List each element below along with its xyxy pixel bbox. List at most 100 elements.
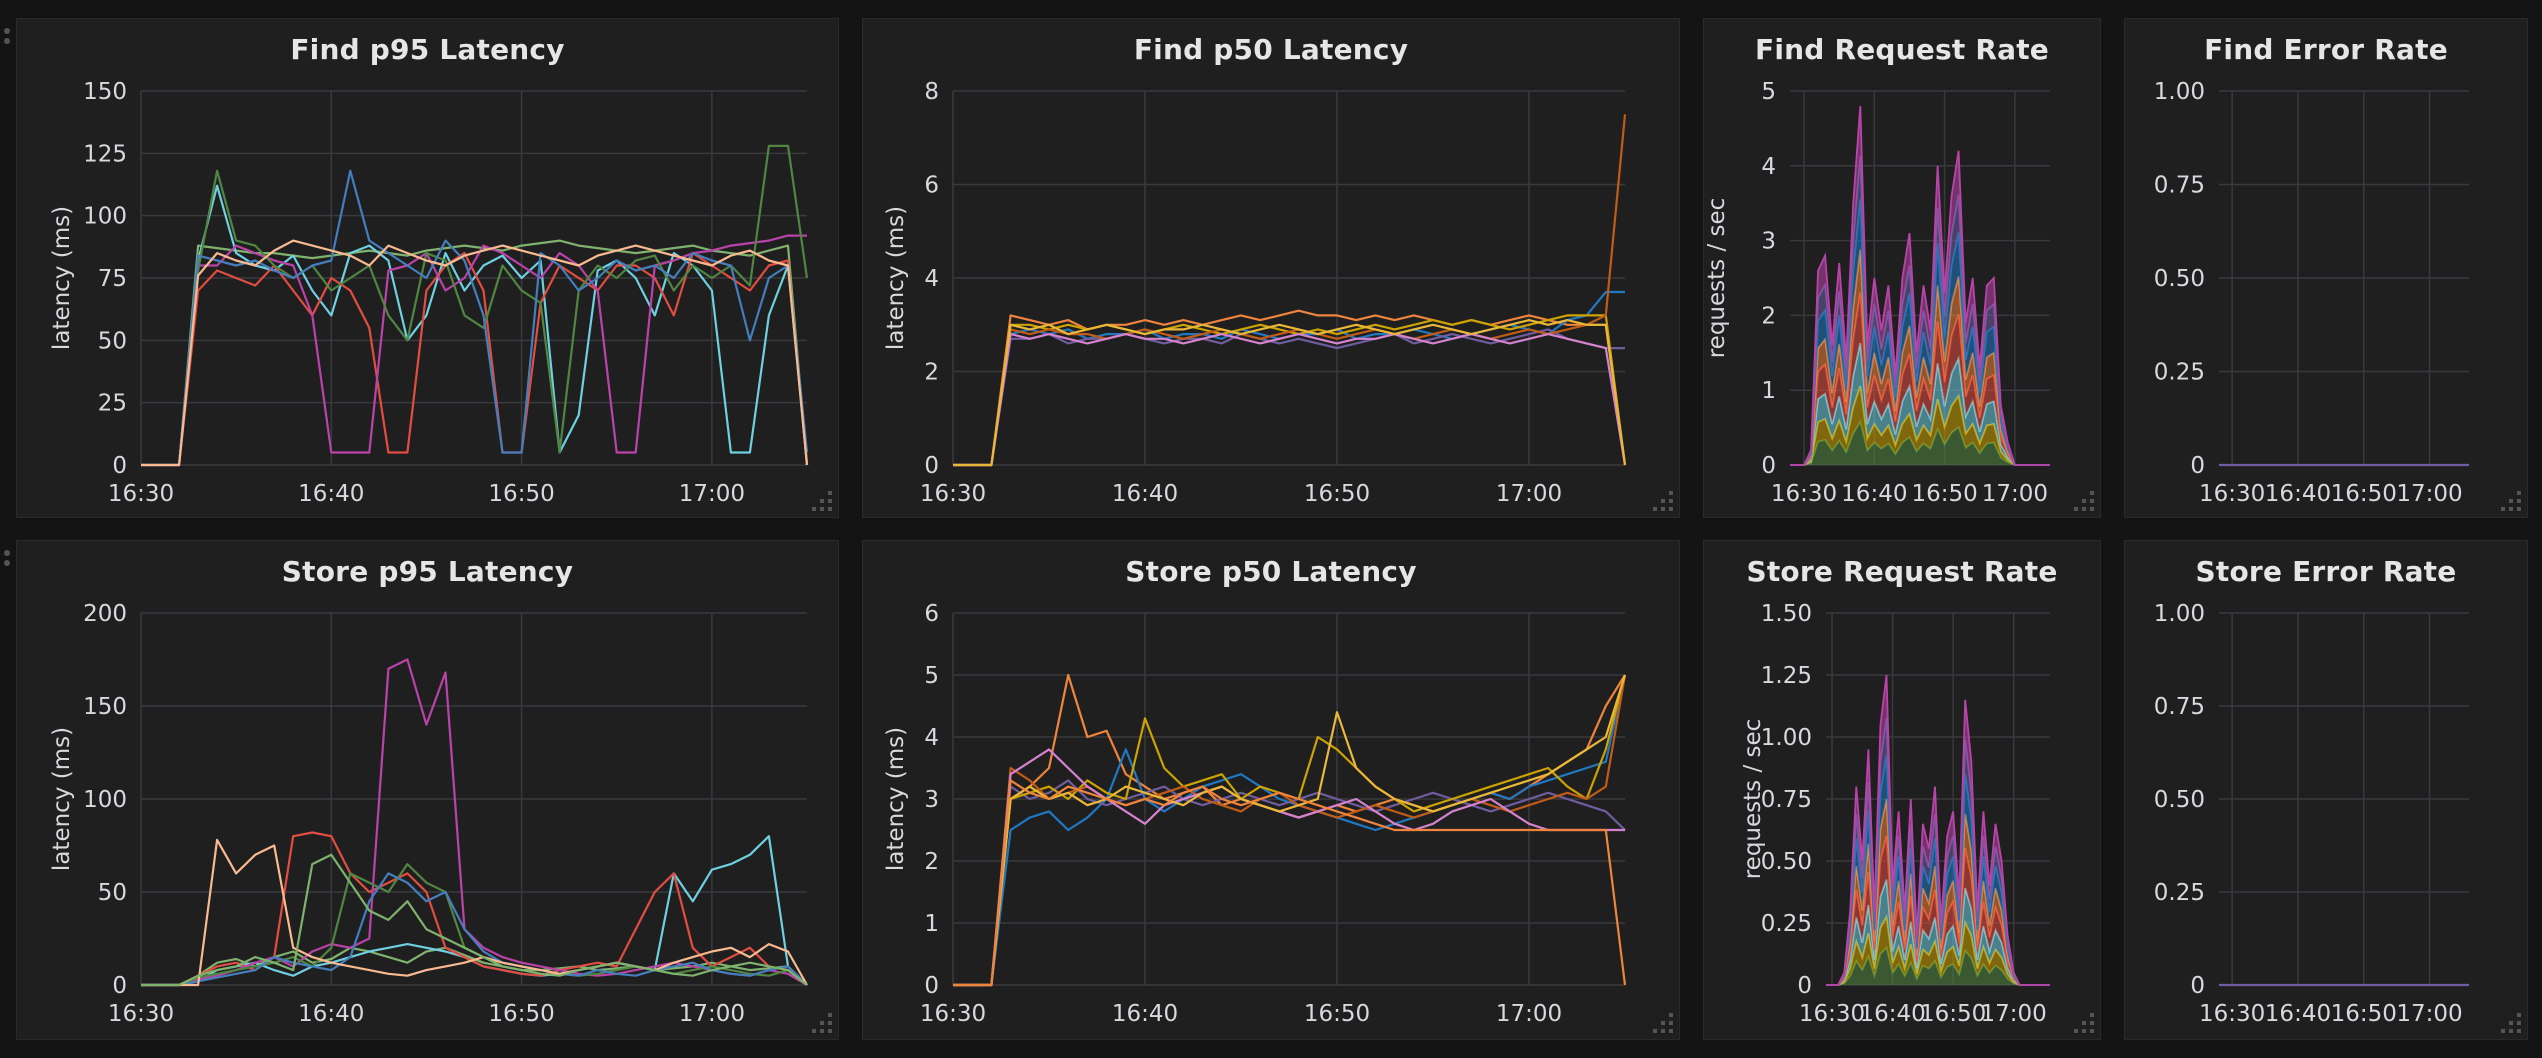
area-layer-1[interactable] — [1826, 947, 2050, 985]
area-layer-7[interactable] — [1790, 156, 2050, 465]
x-tick-label: 16:30 — [108, 481, 174, 507]
x-tick-label: 17:00 — [2396, 481, 2462, 507]
x-tick-label: 16:40 — [1112, 481, 1178, 507]
y-tick-label: 200 — [83, 601, 127, 627]
y-tick-label: 75 — [98, 266, 127, 292]
area-layer-line-8 — [1790, 105, 2050, 466]
panel-title[interactable]: Find p50 Latency — [1133, 33, 1409, 66]
chart-svg: 0 50 100 150 200 16:30 16:40 16:50 17:00 latency … — [49, 601, 832, 1033]
x-tick-label: 16:30 — [2199, 481, 2265, 507]
series-line-3[interactable] — [141, 831, 808, 987]
series-line-8[interactable] — [953, 779, 1627, 987]
series-line-5[interactable] — [953, 114, 1627, 467]
panel-store-rate[interactable]: Store Request Rate 0 0.25 0.50 0.75 1.00 1.25 1… — [1703, 540, 2101, 1040]
area-layer-6[interactable] — [1826, 755, 2050, 985]
area-layer-4[interactable] — [1790, 292, 2050, 465]
resize-handle[interactable] — [812, 491, 832, 511]
area-layer-line-4 — [1790, 292, 2050, 466]
area-layer-4[interactable] — [1826, 836, 2050, 985]
x-tick-label: 16:50 — [488, 481, 554, 507]
y-tick-label: 4 — [924, 266, 939, 292]
panel-title[interactable]: Find Request Rate — [1755, 33, 2049, 66]
y-tick-label: 150 — [83, 694, 127, 720]
chart-svg: 0 1 2 3 4 5 16:30 16:40 16:50 17:00 requests / sec — [1704, 79, 2094, 511]
resize-handle[interactable] — [1653, 1013, 1673, 1033]
y-tick-label: 0 — [2190, 453, 2205, 479]
panel-title[interactable]: Store p95 Latency — [281, 555, 574, 588]
panel-title[interactable]: Find Error Rate — [2204, 33, 2448, 66]
series-line-7[interactable] — [141, 838, 808, 987]
area-layer-5[interactable] — [1826, 799, 2050, 985]
series-line-6[interactable] — [953, 333, 1627, 467]
series-line-4[interactable] — [953, 314, 1627, 467]
resize-handle[interactable] — [2074, 491, 2094, 511]
y-tick-label: 0.50 — [1761, 849, 1812, 875]
y-tick-label: 0.50 — [2154, 787, 2205, 813]
y-axis-label: requests / sec — [1740, 719, 1766, 880]
chart-svg: 0 0.25 0.50 0.75 1.00 16:30 16:40 16:50 17:00 — [2154, 79, 2521, 511]
y-axis-label: latency (ms) — [49, 727, 75, 871]
area-layer-3[interactable] — [1826, 879, 2050, 985]
plot-area — [1790, 105, 2050, 466]
series-line-5[interactable] — [141, 144, 809, 467]
y-axis-label: requests / sec — [1704, 198, 1730, 359]
panel-find-p50[interactable]: Find p50 Latency 0 2 4 6 8 16:30 16:40 16:50 17:0… — [862, 18, 1680, 518]
resize-handle[interactable] — [2501, 1013, 2521, 1033]
series-line-4[interactable] — [141, 658, 808, 987]
x-tick-label: 17:00 — [679, 481, 745, 507]
panel-store-error[interactable]: Store Error Rate 0 0.25 0.50 0.75 1.00 16:30 16… — [2124, 540, 2528, 1040]
panel-title[interactable]: Store Error Rate — [2195, 555, 2457, 588]
y-tick-label: 100 — [83, 787, 127, 813]
series-line-6[interactable] — [141, 169, 809, 467]
x-tick-label: 17:00 — [679, 1001, 745, 1027]
series-line-8[interactable] — [141, 853, 808, 987]
series-line-2[interactable] — [953, 290, 1625, 467]
panel-find-error[interactable]: Find Error Rate 0 0.25 0.50 0.75 1.00 16:30 16:… — [2124, 18, 2528, 518]
series-line-6[interactable] — [141, 872, 808, 987]
y-tick-label: 6 — [924, 601, 939, 627]
y-tick-label: 0 — [2190, 973, 2205, 999]
row-handle-bottom[interactable] — [2, 548, 12, 576]
panel-title[interactable]: Find p95 Latency — [290, 33, 565, 66]
series-line-2[interactable] — [141, 184, 809, 467]
area-layer-5[interactable] — [1790, 249, 2050, 465]
series-line-7[interactable] — [141, 239, 809, 467]
area-layer-2[interactable] — [1826, 916, 2050, 985]
resize-handle[interactable] — [2501, 491, 2521, 511]
area-layer-8[interactable] — [1790, 106, 2050, 465]
panel-store-p95[interactable]: Store p95 Latency 0 50 100 150 200 16:30 16:40 1… — [16, 540, 839, 1040]
series-line-3[interactable] — [953, 779, 1626, 987]
series-line-5[interactable] — [141, 863, 808, 987]
panel-title[interactable]: Store Request Rate — [1746, 555, 2058, 588]
series-line-7[interactable] — [953, 319, 1627, 467]
area-layer-6[interactable] — [1790, 199, 2050, 466]
resize-handle[interactable] — [2074, 1013, 2094, 1033]
y-tick-label: 1 — [1761, 378, 1776, 404]
area-layer-1[interactable] — [1790, 421, 2050, 465]
y-tick-label: 1 — [924, 911, 939, 937]
y-tick-label: 4 — [924, 725, 939, 751]
series-line-6[interactable] — [953, 748, 1625, 987]
y-tick-label: 2 — [1761, 303, 1776, 329]
series-line-3[interactable] — [953, 328, 1625, 467]
y-tick-label: 150 — [83, 79, 127, 105]
y-tick-label: 0.50 — [2154, 266, 2205, 292]
panel-find-p95[interactable]: Find p95 Latency 0 25 50 75 100 125 150 16:30 16:… — [16, 18, 839, 518]
panel-find-rate[interactable]: Find Request Rate 0 1 2 3 4 5 16:30 16:40 16:50 17… — [1703, 18, 2101, 518]
row-handle-top[interactable] — [2, 26, 12, 54]
area-layer-2[interactable] — [1790, 386, 2050, 465]
y-tick-label: 8 — [924, 79, 939, 105]
plot-area — [953, 673, 1627, 987]
series-line-4[interactable] — [141, 234, 807, 467]
x-tick-label: 16:30 — [108, 1001, 174, 1027]
area-layer-line-8 — [1826, 674, 2050, 986]
series-line-1[interactable] — [953, 309, 1627, 467]
resize-handle[interactable] — [812, 1013, 832, 1033]
resize-handle[interactable] — [1653, 491, 1673, 511]
series-line-7[interactable] — [953, 674, 1627, 987]
area-layer-3[interactable] — [1790, 342, 2050, 465]
panel-title[interactable]: Store p50 Latency — [1125, 555, 1417, 588]
x-tick-label: 16:40 — [298, 1001, 364, 1027]
panel-store-p50[interactable]: Store p50 Latency 0 1 2 3 4 5 6 16:30 16:40 16:50 1… — [862, 540, 1680, 1040]
x-tick-label: 16:50 — [488, 1001, 554, 1027]
